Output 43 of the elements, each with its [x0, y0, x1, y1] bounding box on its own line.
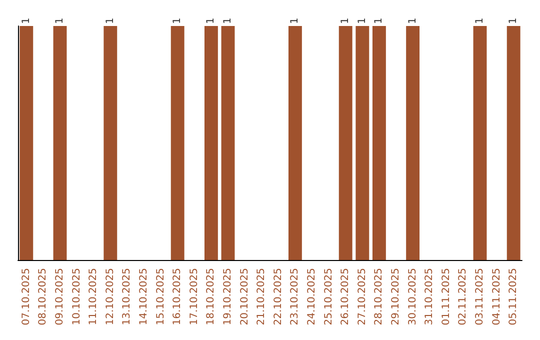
x-tick-label: 03.11.2025: [474, 268, 486, 326]
x-tick-label: 18.10.2025: [206, 268, 217, 326]
x-tick-label: 19.10.2025: [222, 268, 234, 326]
data-label: 1: [290, 18, 301, 24]
data-label: 1: [54, 18, 66, 24]
data-label: 1: [374, 18, 385, 24]
x-tick-label: 08.10.2025: [38, 268, 49, 326]
data-label: 1: [474, 18, 486, 24]
x-tick-label: 09.10.2025: [54, 268, 66, 326]
data-label: 1: [356, 18, 368, 24]
x-tick-label: 17.10.2025: [188, 268, 200, 326]
x-tick-label: 10.10.2025: [71, 268, 82, 326]
data-label: 1: [222, 18, 234, 24]
data-label: 1: [508, 18, 520, 24]
x-tick-label: 26.10.2025: [340, 268, 352, 326]
data-label: 1: [340, 18, 352, 24]
x-tick-label: 13.10.2025: [122, 268, 133, 326]
data-label: 1: [206, 18, 217, 24]
x-tick-label: 16.10.2025: [172, 268, 184, 326]
data-label: 1: [172, 18, 184, 24]
x-tick-label: 23.10.2025: [290, 268, 301, 326]
x-tick-label: 02.11.2025: [458, 268, 469, 326]
x-tick-label: 22.10.2025: [272, 268, 284, 326]
x-tick-label: 31.10.2025: [424, 268, 436, 326]
x-tick-label: 27.10.2025: [356, 268, 368, 326]
x-tick-label: 24.10.2025: [306, 268, 318, 326]
x-tick-label: 11.10.2025: [88, 268, 100, 326]
x-tick-label: 21.10.2025: [256, 268, 268, 326]
x-tick-label: 04.11.2025: [491, 268, 502, 326]
data-label: 1: [407, 18, 418, 24]
data-label: 1: [104, 18, 116, 24]
x-tick-label: 12.10.2025: [104, 268, 116, 326]
x-tick-label: 05.11.2025: [508, 268, 520, 326]
x-tick-label: 14.10.2025: [138, 268, 150, 326]
data-label: 1: [20, 18, 32, 24]
x-tick-label: 28.10.2025: [374, 268, 385, 326]
x-tick-label: 07.10.2025: [20, 268, 32, 326]
x-tick-label: 30.10.2025: [407, 268, 418, 326]
x-tick-label: 25.10.2025: [323, 268, 334, 326]
x-tick-label: 20.10.2025: [239, 268, 250, 326]
x-tick-label: 01.11.2025: [440, 268, 452, 326]
x-tick-label: 15.10.2025: [155, 268, 166, 326]
x-tick-label: 29.10.2025: [390, 268, 402, 326]
